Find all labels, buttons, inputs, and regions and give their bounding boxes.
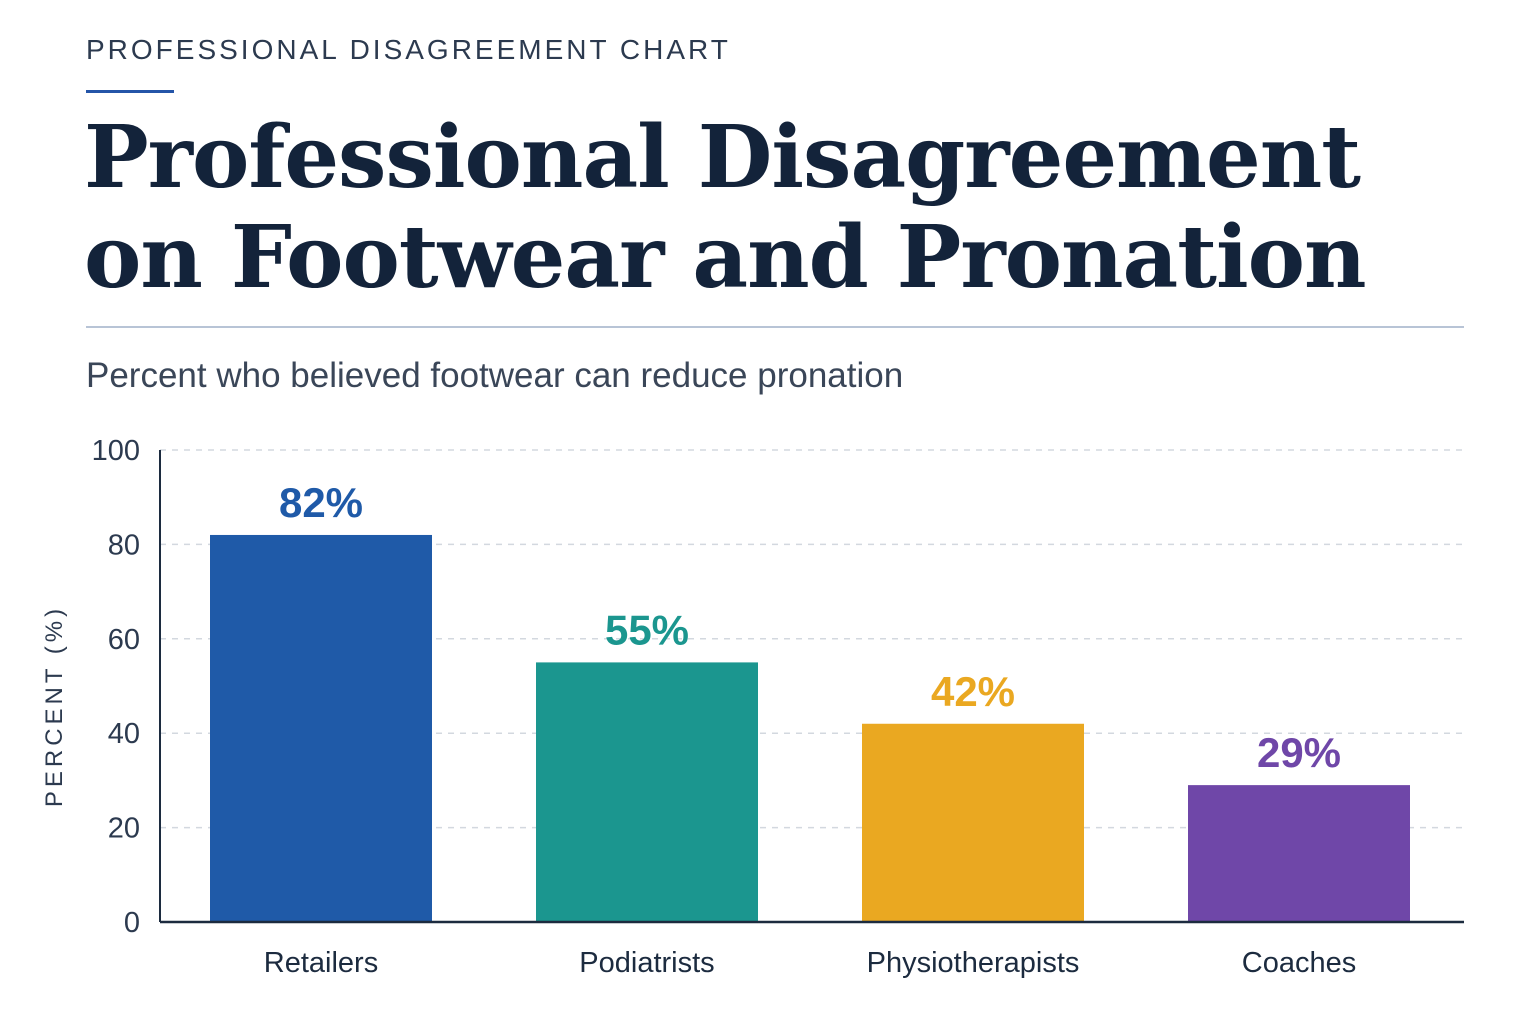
- y-tick-label: 20: [108, 813, 140, 845]
- bar-podiatrists: [536, 662, 758, 922]
- x-category-label: Retailers: [264, 947, 378, 979]
- x-category-label: Physiotherapists: [867, 947, 1080, 979]
- y-tick-label: 100: [92, 435, 140, 467]
- eyebrow-accent-rule: [86, 90, 174, 93]
- chart-subtitle: Percent who believed footwear can reduce…: [86, 356, 904, 395]
- y-tick-label: 0: [124, 907, 140, 939]
- chart-title: Professional Disagreement on Footwear an…: [84, 107, 1367, 308]
- bar-chart: 0 20 40 60 80 100 PERCENT (%) 82% Retailers 55% Po…: [41, 435, 1464, 979]
- chart-eyebrow: PROFESSIONAL DISAGREEMENT CHART: [86, 34, 731, 65]
- data-label: 29%: [1257, 729, 1341, 776]
- bar-physiotherapists: [862, 723, 1084, 922]
- x-category-label: Podiatrists: [579, 947, 714, 979]
- bar-retailers: [210, 534, 432, 922]
- data-label: 82%: [279, 479, 363, 526]
- data-label: 55%: [605, 606, 689, 653]
- x-category-label: Coaches: [1242, 947, 1356, 979]
- bar-coaches: [1188, 785, 1410, 922]
- y-tick-label: 60: [108, 624, 140, 656]
- title-divider: [86, 326, 1464, 328]
- y-axis-title: PERCENT (%): [41, 605, 68, 807]
- y-tick-label: 40: [108, 718, 140, 750]
- data-label: 42%: [931, 668, 1015, 715]
- y-tick-label: 80: [108, 529, 140, 561]
